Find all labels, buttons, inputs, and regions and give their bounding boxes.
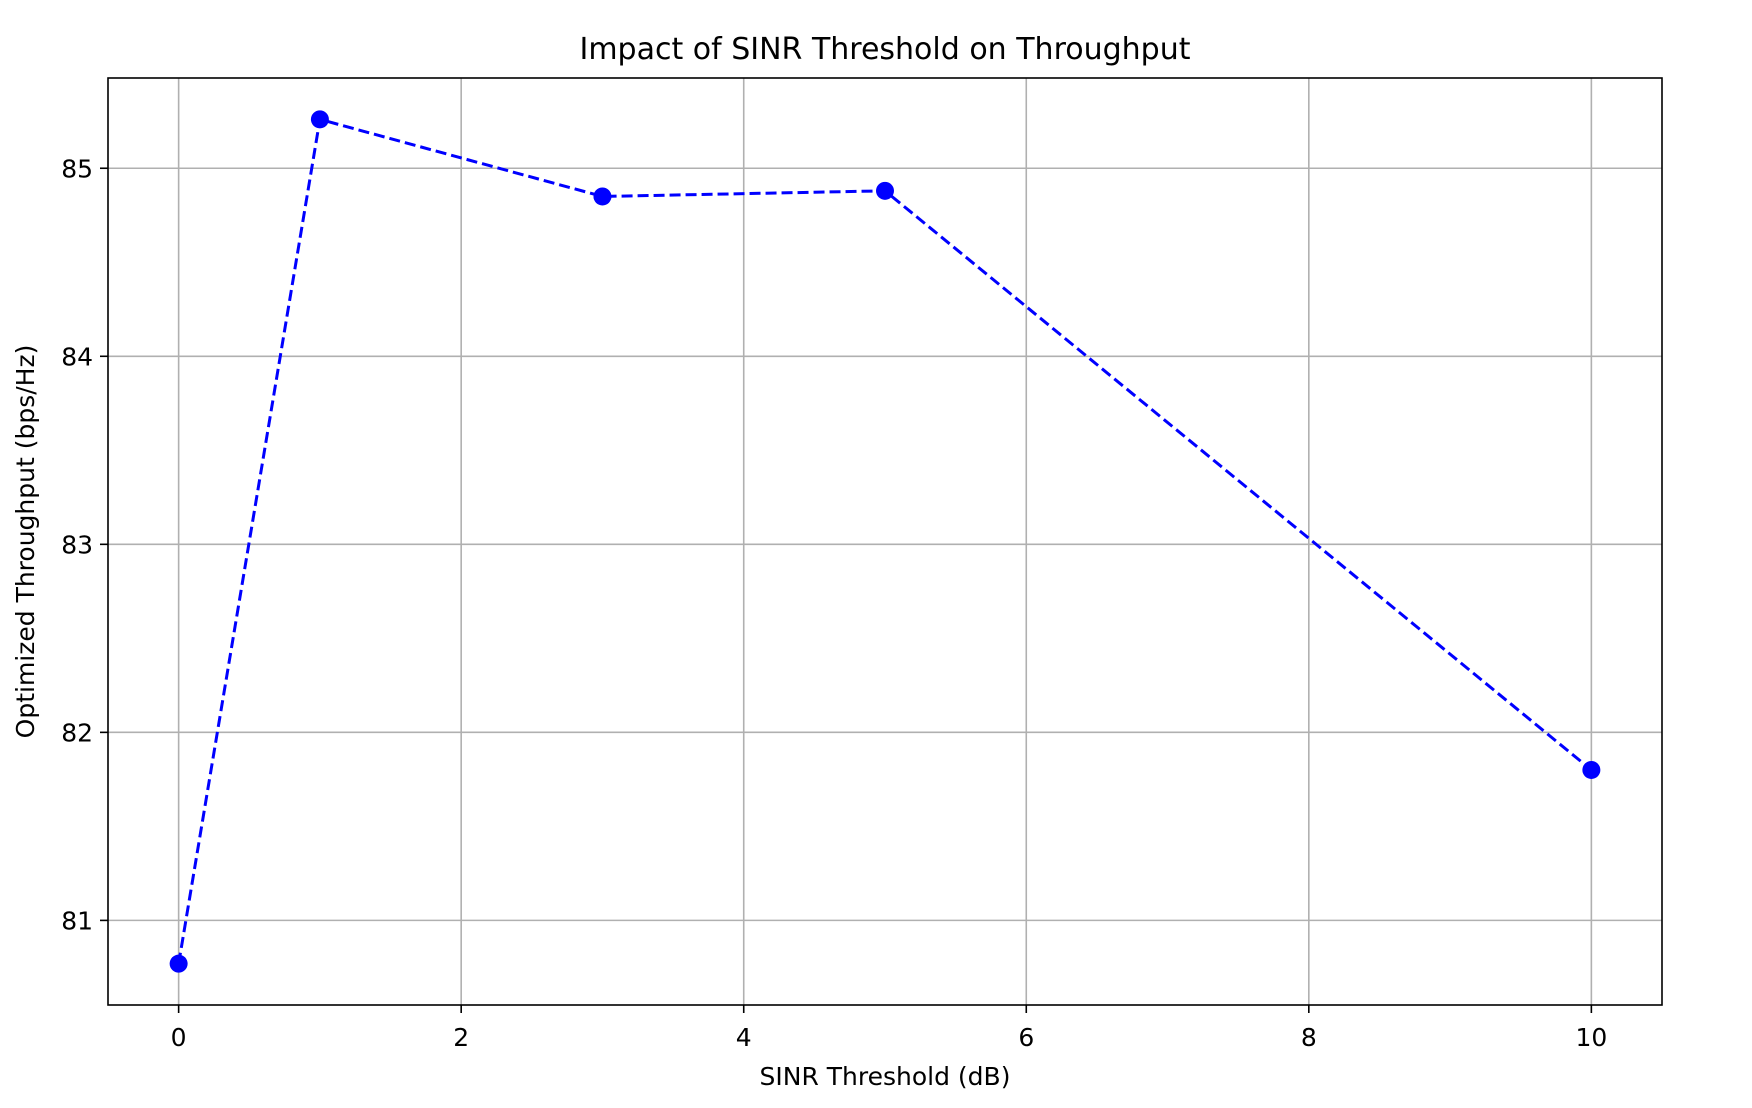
x-tick-label: 4 (736, 1023, 752, 1052)
y-tick-label: 85 (61, 154, 93, 183)
series-layer (169, 110, 1601, 973)
y-axis-label: Optimized Throughput (bps/Hz) (11, 345, 40, 739)
y-tick-label: 83 (61, 530, 93, 559)
data-point (1582, 760, 1601, 779)
x-tick-label: 10 (1575, 1023, 1607, 1052)
data-point (593, 187, 612, 206)
series-line (177, 117, 1593, 964)
y-tick-label: 82 (61, 718, 93, 747)
x-tick-label: 8 (1301, 1023, 1317, 1052)
x-tick-label: 2 (453, 1023, 469, 1052)
chart-title: Impact of SINR Threshold on Throughput (579, 32, 1190, 67)
tick-marks (100, 167, 1593, 1013)
x-axis-label: SINR Threshold (dB) (760, 1062, 1011, 1091)
y-tick-label: 84 (61, 342, 93, 371)
data-point (169, 954, 188, 973)
tick-labels: 0 2 4 6 8 10 81 82 83 84 85 (61, 154, 1607, 1052)
x-tick-label: 0 (171, 1023, 187, 1052)
data-point (876, 181, 894, 200)
y-tick-label: 81 (61, 906, 93, 935)
plot-frame (107, 77, 1663, 1006)
x-tick-label: 6 (1018, 1023, 1034, 1052)
grid-lines (108, 78, 1662, 1005)
data-point (310, 110, 329, 129)
